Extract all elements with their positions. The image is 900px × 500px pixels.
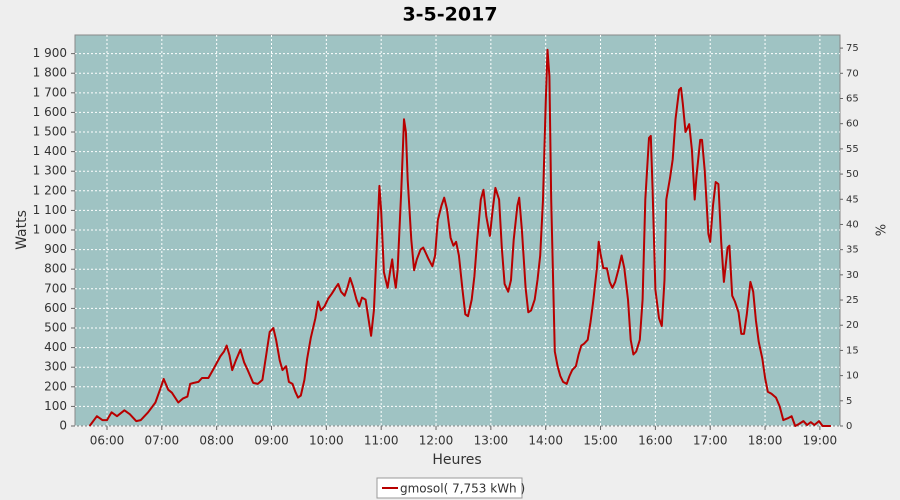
x-tick-label: 11:00 xyxy=(364,434,399,448)
y2-tick-label: 25 xyxy=(846,295,859,306)
y2-tick-label: 75 xyxy=(846,43,859,54)
x-tick-label: 14:00 xyxy=(528,434,563,448)
y-tick-label: 1 600 xyxy=(33,105,67,119)
y2-tick-label: 50 xyxy=(846,169,859,180)
y2-tick-label: 65 xyxy=(846,93,859,104)
y2-tick-label: 20 xyxy=(846,320,859,331)
x-tick-label: 17:00 xyxy=(693,434,728,448)
x-tick-label: 07:00 xyxy=(145,434,180,448)
x-tick-label: 16:00 xyxy=(638,434,673,448)
chart-title: 3-5-2017 xyxy=(402,4,497,26)
y2-tick-label: 35 xyxy=(846,245,859,256)
y-tick-label: 500 xyxy=(44,321,67,335)
y-axis-label: Watts xyxy=(14,210,30,250)
x-tick-label: 06:00 xyxy=(90,434,125,448)
y-tick-label: 200 xyxy=(44,379,67,393)
y-tick-label: 1 200 xyxy=(33,183,67,197)
x-tick-label: 13:00 xyxy=(474,434,509,448)
y-tick-label: 800 xyxy=(44,262,67,276)
y-tick-label: 400 xyxy=(44,340,67,354)
x-tick-label: 09:00 xyxy=(254,434,289,448)
x-tick-label: 12:00 xyxy=(419,434,454,448)
y-tick-label: 1 100 xyxy=(33,203,67,217)
data-line xyxy=(88,48,831,427)
y-tick-label: 0 xyxy=(59,419,67,433)
y2-tick-label: 30 xyxy=(846,270,859,281)
legend-box xyxy=(376,477,523,499)
plot-area xyxy=(74,34,841,427)
y-tick-label: 1 900 xyxy=(33,46,67,60)
y-tick-label: 1 000 xyxy=(33,223,67,237)
y2-tick-label: 0 xyxy=(846,421,852,432)
x-tick-label: 15:00 xyxy=(583,434,618,448)
y2-tick-label: 10 xyxy=(846,371,859,382)
y2-axis-label: % xyxy=(875,224,890,236)
y-tick-label: 700 xyxy=(44,281,67,295)
x-tick-label: 08:00 xyxy=(199,434,234,448)
y-tick-label: 300 xyxy=(44,360,67,374)
y2-tick-label: 70 xyxy=(846,68,859,79)
y-tick-label: 100 xyxy=(44,399,67,413)
y2-tick-label: 5 xyxy=(846,396,852,407)
y2-tick-label: 60 xyxy=(846,119,859,130)
y2-tick-label: 15 xyxy=(846,345,859,356)
y-tick-label: 1 400 xyxy=(33,144,67,158)
x-tick-label: 10:00 xyxy=(309,434,344,448)
y-tick-label: 1 700 xyxy=(33,85,67,99)
y-tick-label: 1 500 xyxy=(33,125,67,139)
y2-tick-label: 55 xyxy=(846,144,859,155)
y-tick-label: 1 300 xyxy=(33,164,67,178)
x-axis-label: Heures xyxy=(432,452,481,468)
y-tick-label: 900 xyxy=(44,242,67,256)
y-tick-label: 1 800 xyxy=(33,66,67,80)
x-tick-label: 18:00 xyxy=(748,434,783,448)
y2-tick-label: 45 xyxy=(846,194,859,205)
legend-label: gmosol( 7,753 kWh ) xyxy=(400,482,525,496)
y2-tick-label: 40 xyxy=(846,219,859,230)
y-tick-label: 600 xyxy=(44,301,67,315)
x-tick-label: 19:00 xyxy=(803,434,838,448)
